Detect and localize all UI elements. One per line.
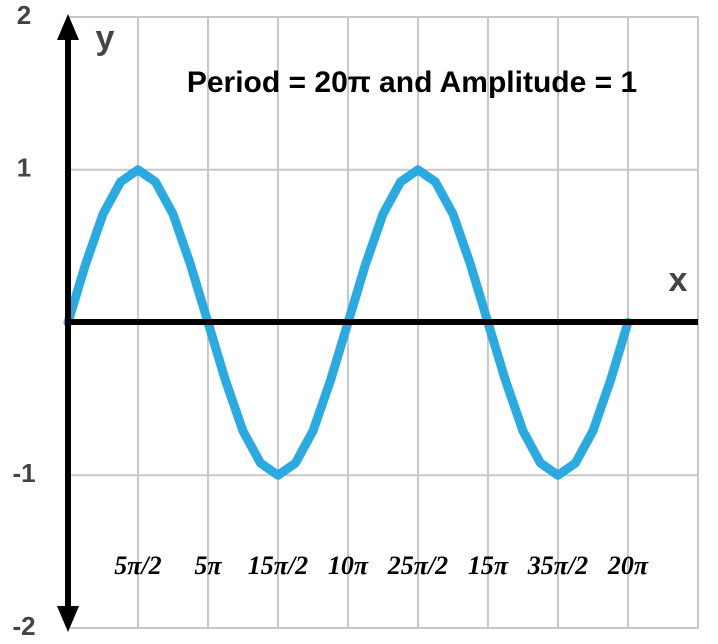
x-tick-label: 20π: [607, 551, 649, 580]
y-tick-label: -1: [12, 458, 35, 488]
y-axis-label: y: [96, 19, 115, 57]
x-tick-label: 15π/2: [248, 551, 308, 580]
y-tick-label: 2: [17, 0, 31, 30]
x-axis-label: x: [669, 261, 688, 299]
y-axis-arrow-top: [57, 14, 79, 40]
y-tick-label: -2: [12, 611, 35, 641]
y-tick-label: 1: [17, 153, 31, 183]
x-tick-label: 10π: [328, 551, 369, 580]
y-axis-arrow-bottom: [57, 606, 79, 632]
x-tick-label: 35π/2: [527, 551, 588, 580]
x-tick-label: 15π: [468, 551, 509, 580]
chart-title: Period = 20π and Amplitude = 1: [187, 66, 637, 99]
x-tick-label: 5π: [194, 551, 222, 580]
x-tick-label: 5π/2: [114, 551, 161, 580]
x-tick-label: 25π/2: [387, 551, 448, 580]
